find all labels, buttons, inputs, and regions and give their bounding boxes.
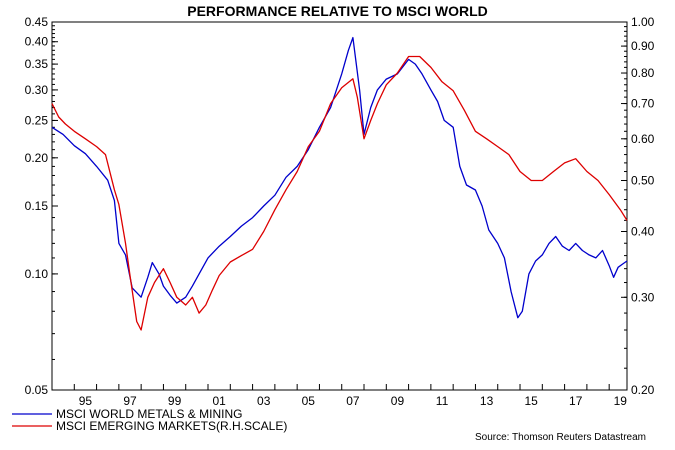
- right-axis-tick-label: 0.30: [631, 290, 655, 304]
- x-tick-label: 13: [480, 394, 494, 408]
- x-axis-ticks: [51, 384, 610, 390]
- right-axis-tick-label: 0.90: [631, 39, 655, 53]
- right-axis-tick-label: 1.00: [631, 15, 655, 29]
- x-tick-label: 05: [302, 394, 316, 408]
- right-axis-tick-label: 0.70: [631, 97, 655, 111]
- legend-label-metals-mining: MSCI WORLD METALS & MINING: [56, 407, 242, 421]
- x-tick-label: 03: [257, 394, 271, 408]
- left-axis-ticks: 0.45 0.40 0.35 0.30 0.25 0.20 0.15 0.10 0.05: [25, 15, 58, 397]
- left-axis-tick-label: 0.35: [25, 57, 49, 71]
- right-axis-tick-label: 0.60: [631, 132, 655, 146]
- left-axis-tick-label: 0.10: [25, 267, 49, 281]
- left-axis-tick-label: 0.15: [25, 199, 49, 213]
- left-axis-tick-label: 0.05: [25, 383, 49, 397]
- left-axis-tick-label: 0.25: [25, 113, 49, 127]
- x-tick-label: 01: [212, 394, 226, 408]
- right-axis-tick-label: 0.50: [631, 173, 655, 187]
- x-tick-label: 99: [168, 394, 182, 408]
- right-axis-ticks: 1.00 0.90 0.80 0.70 0.60 0.50 0.40 0.30 0.20: [621, 15, 655, 397]
- series-lines: [51, 36, 628, 331]
- x-tick-label: 19: [614, 394, 628, 408]
- right-axis-tick-label: 0.20: [631, 383, 655, 397]
- x-tick-label: 07: [346, 394, 360, 408]
- left-axis-tick-label: 0.30: [25, 83, 49, 97]
- left-axis-tick-label: 0.20: [25, 151, 49, 165]
- source-note: Source: Thomson Reuters Datastream: [474, 432, 646, 443]
- left-axis-tick-label: 0.45: [25, 15, 49, 29]
- chart-title: PERFORMANCE RELATIVE TO MSCI WORLD: [187, 3, 488, 19]
- metals-mining-line: [51, 36, 628, 319]
- x-tick-label: 11: [436, 394, 449, 408]
- legend-label-emerging-markets: MSCI EMERGING MARKETS(R.H.SCALE): [56, 419, 287, 433]
- right-axis-tick-label: 0.80: [631, 66, 655, 80]
- x-tick-label: 09: [391, 394, 405, 408]
- left-axis-tick-label: 0.40: [25, 35, 49, 49]
- x-axis-labels: 95 97 99 01 03 05 07 09 11 13 15 17 19: [79, 394, 628, 408]
- emerging-markets-line: [51, 55, 628, 331]
- right-axis-tick-label: 0.40: [631, 225, 655, 239]
- plot-frame: [51, 21, 628, 391]
- x-tick-label: 15: [524, 394, 538, 408]
- x-tick-label: 95: [79, 394, 93, 408]
- x-tick-label: 97: [123, 394, 137, 408]
- x-tick-label: 17: [569, 394, 583, 408]
